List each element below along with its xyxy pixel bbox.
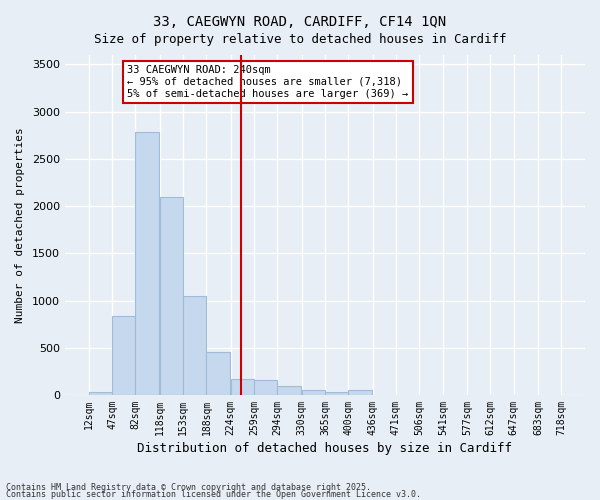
- Bar: [277, 386, 301, 395]
- Bar: [206, 352, 230, 395]
- Text: Contains HM Land Registry data © Crown copyright and database right 2025.: Contains HM Land Registry data © Crown c…: [6, 484, 371, 492]
- Text: Contains public sector information licensed under the Open Government Licence v3: Contains public sector information licen…: [6, 490, 421, 499]
- Bar: [183, 296, 206, 395]
- Bar: [112, 316, 136, 395]
- Text: Size of property relative to detached houses in Cardiff: Size of property relative to detached ho…: [94, 32, 506, 46]
- Bar: [325, 392, 349, 395]
- Bar: [89, 392, 112, 395]
- Text: 33 CAEGWYN ROAD: 240sqm
← 95% of detached houses are smaller (7,318)
5% of semi-: 33 CAEGWYN ROAD: 240sqm ← 95% of detache…: [127, 66, 409, 98]
- Bar: [349, 390, 372, 395]
- Bar: [230, 380, 254, 395]
- X-axis label: Distribution of detached houses by size in Cardiff: Distribution of detached houses by size …: [137, 442, 512, 455]
- Bar: [136, 132, 159, 395]
- Text: 33, CAEGWYN ROAD, CARDIFF, CF14 1QN: 33, CAEGWYN ROAD, CARDIFF, CF14 1QN: [154, 15, 446, 29]
- Y-axis label: Number of detached properties: Number of detached properties: [15, 127, 25, 323]
- Bar: [302, 390, 325, 395]
- Bar: [254, 380, 277, 395]
- Bar: [160, 196, 183, 395]
